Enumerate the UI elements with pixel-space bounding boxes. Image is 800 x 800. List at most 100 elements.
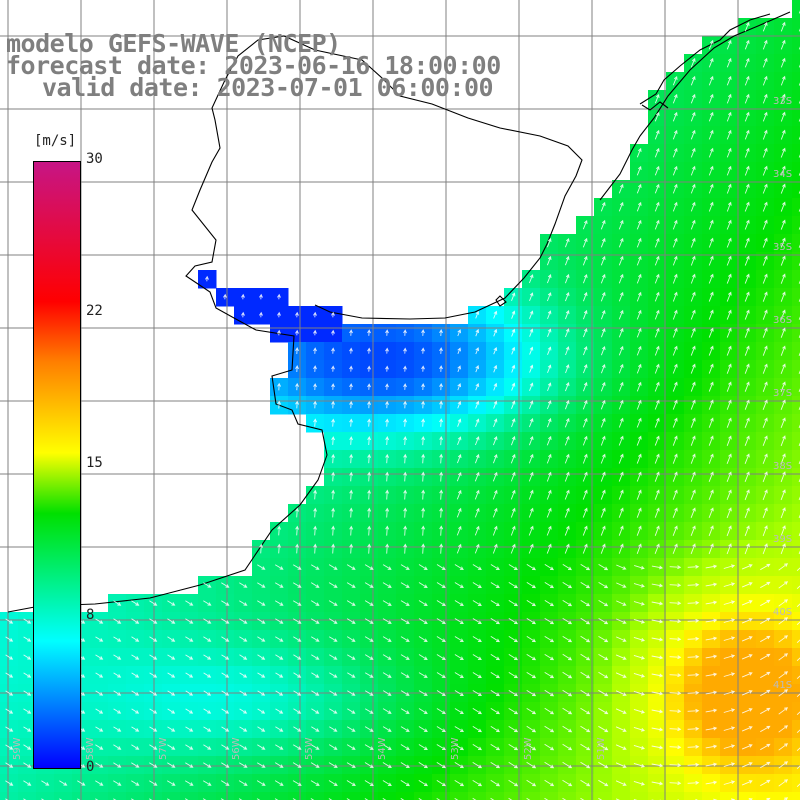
wind-arrow: [472, 744, 483, 751]
wind-arrow: [762, 219, 768, 230]
wind-arrow: [403, 471, 408, 482]
wind-arrow: [544, 564, 555, 571]
wind-arrow: [203, 600, 212, 606]
wind-arrow: [364, 600, 374, 606]
wind-arrow: [672, 399, 678, 410]
latitude-label: 34S: [773, 169, 792, 180]
wind-arrow: [672, 363, 678, 374]
wind-arrow: [167, 636, 176, 642]
wind-arrow: [708, 57, 714, 68]
wind-arrow: [760, 743, 771, 751]
wind-arrow: [421, 453, 426, 464]
wind-arrow: [185, 744, 194, 750]
wind-arrow: [796, 783, 800, 788]
wind-arrow: [364, 726, 374, 732]
wind-cell: [558, 792, 577, 800]
wind-arrow: [313, 400, 318, 409]
wind-arrow: [436, 798, 441, 800]
wind-arrow: [669, 619, 682, 624]
wind-arrow: [547, 346, 552, 355]
wind-arrow: [741, 564, 753, 570]
wind-arrow: [744, 435, 750, 446]
wind-arrow: [454, 744, 465, 751]
wind-arrow: [636, 525, 642, 536]
wind-arrow: [654, 525, 660, 536]
wind-cell: [792, 558, 800, 577]
wind-arrow: [367, 329, 371, 336]
wind-arrow: [493, 328, 498, 337]
wind-cell: [792, 648, 800, 667]
wind-arrow: [490, 636, 501, 643]
wind-arrow: [149, 690, 158, 696]
wind-arrow: [708, 165, 714, 176]
wind-arrow: [582, 237, 588, 248]
wind-arrow: [403, 453, 408, 464]
wind-arrow: [690, 93, 696, 104]
wind-arrow: [669, 655, 682, 660]
wind-arrow: [131, 708, 140, 714]
wind-arrow: [331, 525, 336, 536]
wind-arrow: [690, 507, 696, 518]
wind-arrow: [580, 707, 591, 715]
wind-arrow: [705, 564, 718, 569]
wind-cell: [792, 396, 800, 415]
wind-arrow: [564, 382, 570, 392]
wind-arrow: [529, 364, 534, 373]
wind-arrow: [564, 417, 570, 428]
wind-arrow: [454, 636, 464, 642]
wind-arrow: [131, 726, 140, 732]
wind-arrow: [636, 219, 642, 230]
wind-arrow: [708, 507, 714, 518]
wind-arrow: [221, 726, 230, 732]
wind-arrow: [77, 780, 86, 786]
wind-arrow: [23, 654, 32, 660]
wind-arrow: [526, 761, 537, 769]
wind-arrow: [796, 567, 800, 572]
wind-arrow: [349, 507, 354, 518]
wind-arrow: [528, 543, 534, 554]
wind-arrow: [239, 618, 248, 624]
wind-arrow: [382, 582, 392, 588]
wind-arrow: [672, 165, 678, 176]
wind-arrow: [546, 274, 552, 284]
wind-arrow: [636, 489, 642, 500]
wind-arrow: [400, 564, 410, 570]
wind-arrow: [526, 582, 537, 589]
wind-arrow: [580, 600, 591, 607]
wind-arrow: [582, 309, 588, 320]
wind-arrow: [528, 525, 534, 536]
wind-arrow: [669, 781, 682, 786]
wind-arrow: [528, 435, 534, 446]
wind-arrow: [421, 383, 425, 391]
wind-arrow: [636, 201, 642, 212]
wind-arrow: [636, 147, 642, 158]
wind-arrow: [221, 654, 230, 660]
wind-arrow: [546, 400, 552, 410]
wind-arrow: [564, 237, 570, 248]
wind-arrow: [582, 525, 588, 536]
wind-arrow: [457, 418, 462, 427]
wind-arrow: [400, 726, 410, 732]
wind-arrow: [726, 399, 732, 410]
wind-arrow: [762, 21, 768, 32]
wind-arrow: [708, 93, 714, 104]
wind-arrow: [23, 708, 32, 714]
wind-arrow: [741, 726, 753, 732]
wind-arrow: [23, 636, 32, 642]
wind-arrow: [23, 780, 32, 786]
wind-arrow: [295, 507, 300, 518]
wind-cell: [648, 792, 667, 800]
wind-arrow: [167, 672, 176, 678]
wind-arrow: [400, 618, 410, 624]
wind-cell: [720, 792, 739, 800]
wind-arrow: [23, 762, 32, 768]
wind-arrow: [221, 708, 230, 714]
wind-arrow: [328, 582, 338, 588]
wind-arrow: [618, 453, 624, 464]
wind-arrow: [726, 291, 732, 302]
wind-arrow: [600, 327, 606, 338]
wind-arrow: [672, 219, 678, 230]
wind-arrow: [726, 489, 732, 500]
wind-arrow: [672, 453, 678, 464]
wind-arrow: [385, 471, 390, 482]
